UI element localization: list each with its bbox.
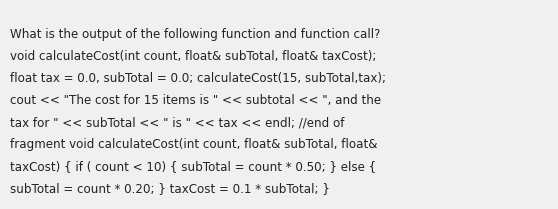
Text: void calculateCost(int count, float& subTotal, float& taxCost);: void calculateCost(int count, float& sub…	[10, 50, 377, 63]
Text: float tax = 0.0, subTotal = 0.0; calculateCost(15, subTotal,tax);: float tax = 0.0, subTotal = 0.0; calcula…	[10, 72, 386, 85]
Text: fragment void calculateCost(int count, float& subTotal, float&: fragment void calculateCost(int count, f…	[10, 138, 378, 151]
Text: taxCost) { if ( count < 10) { subTotal = count * 0.50; } else {: taxCost) { if ( count < 10) { subTotal =…	[10, 160, 376, 173]
Text: subTotal = count * 0.20; } taxCost = 0.1 * subTotal; }: subTotal = count * 0.20; } taxCost = 0.1…	[10, 182, 330, 195]
Text: cout << "The cost for 15 items is " << subtotal << ", and the: cout << "The cost for 15 items is " << s…	[10, 94, 381, 107]
Text: tax for " << subTotal << " is " << tax << endl; //end of: tax for " << subTotal << " is " << tax <…	[10, 116, 344, 129]
Text: What is the output of the following function and function call?: What is the output of the following func…	[10, 28, 381, 41]
